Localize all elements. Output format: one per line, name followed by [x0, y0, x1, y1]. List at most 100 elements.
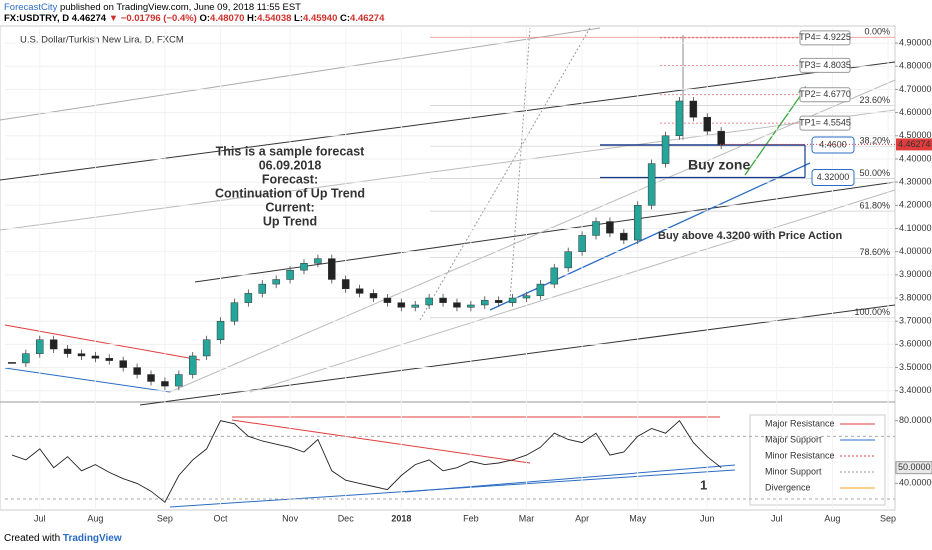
- symbol-line: FX:USDTRY, D 4.46274 ▼ −0.01796 (−0.4%) …: [4, 13, 384, 24]
- publisher[interactable]: ForecastCity: [4, 2, 58, 13]
- candle: [133, 367, 141, 375]
- x-tick-label: Oct: [214, 513, 229, 523]
- candle: [286, 269, 294, 280]
- ohlc-key: O:: [199, 13, 211, 24]
- candle: [689, 100, 698, 118]
- frame: [0, 25, 896, 511]
- last-value-label: 50.0000: [898, 462, 931, 472]
- target-label: TP2= 4.6770: [799, 89, 851, 99]
- candle: [230, 302, 239, 322]
- legend-label: Major Resistance: [765, 418, 835, 428]
- y-tick-label: 3.40000: [899, 385, 932, 395]
- ohlc-value: 4.46274: [350, 13, 385, 24]
- candle: [22, 353, 30, 364]
- candle: [341, 279, 350, 289]
- rsi-support: [404, 464, 736, 493]
- y-tick-label: 4.30000: [899, 177, 932, 187]
- x-tick-label: Apr: [575, 513, 589, 523]
- ohlc-value: 4.54038: [257, 13, 292, 24]
- candle: [467, 304, 475, 308]
- brand[interactable]: TradingView: [62, 533, 122, 544]
- candle: [633, 205, 642, 241]
- trend-line: [194, 181, 896, 283]
- y-tick-label: 4.40000: [899, 153, 932, 163]
- resistance-line: [4, 324, 201, 361]
- x-tick-label: 2018: [391, 513, 411, 523]
- y-tick-label: 4.80000: [899, 61, 932, 71]
- y-tick-label: 4.70000: [899, 84, 932, 94]
- fib-label: 61.80%: [859, 200, 890, 210]
- candle: [91, 355, 100, 359]
- x-tick-label: Feb: [463, 513, 479, 523]
- y-tick-label: 4.10000: [899, 223, 932, 233]
- candle: [397, 302, 406, 308]
- rsi-resistance: [231, 419, 531, 464]
- last: 4.46274: [71, 13, 107, 24]
- annotation: Forecast:: [262, 172, 318, 186]
- legend-box: [749, 414, 886, 506]
- ohlc: O:4.48070 H:4.54038 L:4.45940 C:4.46274: [199, 13, 384, 24]
- candle: [188, 355, 197, 375]
- support-line: [4, 367, 171, 393]
- target-label: TP1= 4.5545: [799, 118, 851, 128]
- y-tick-label: 4.00000: [899, 246, 932, 256]
- target-box: [799, 30, 851, 46]
- fib-label: 100.00%: [854, 307, 890, 317]
- published: published on TradingView.com, June 09, 2…: [59, 2, 301, 13]
- trend-line: [419, 27, 591, 321]
- x-tick-label: Nov: [282, 513, 299, 523]
- y-tick-label: 4.20000: [899, 200, 932, 210]
- wave-label: 1: [700, 477, 707, 492]
- candle: [147, 374, 155, 382]
- target-box: [799, 87, 851, 103]
- candle: [620, 232, 628, 241]
- candle: [522, 295, 531, 299]
- ohlc-value: 4.48070: [210, 13, 245, 24]
- y-tick-label: 4.90000: [899, 37, 932, 47]
- pane-title: U.S. Dollar/Turkish New Lira, D, FXCM: [20, 35, 184, 46]
- candle: [411, 304, 419, 308]
- candle: [508, 297, 517, 303]
- candle: [355, 288, 364, 294]
- fib-label: 78.60%: [859, 247, 890, 257]
- candle: [119, 360, 127, 368]
- candle: [328, 258, 336, 280]
- x-tick-label: Sep: [157, 513, 173, 523]
- header-line: ForecastCity published on TradingView.co…: [4, 2, 301, 13]
- fib-label: 0.00%: [864, 27, 890, 37]
- target-label: TP4= 4.9225: [799, 32, 851, 42]
- oscillator-line: [11, 420, 722, 503]
- candle: [592, 221, 600, 236]
- created: Created with: [4, 533, 61, 544]
- candle: [703, 116, 712, 132]
- candle: [578, 235, 586, 252]
- annotation: Continuation of Up Trend: [215, 186, 365, 200]
- last-value-box: [895, 461, 932, 475]
- y-tick-label: 80.00000: [899, 415, 932, 425]
- fib-label: 50.00%: [859, 168, 890, 178]
- annotation: Current:: [265, 200, 314, 214]
- candle: [647, 163, 656, 206]
- target-label: TP3= 4.8035: [799, 60, 851, 70]
- zone-price-box: [811, 136, 855, 154]
- zone-price-label: 4.4600: [819, 139, 847, 149]
- candle: [202, 339, 211, 357]
- fib-label: 23.60%: [859, 95, 890, 105]
- candle: [258, 283, 267, 294]
- candle: [383, 297, 392, 303]
- ohlc-key: C:: [340, 13, 351, 24]
- candle: [105, 358, 114, 361]
- candle: [550, 267, 559, 285]
- ohlc-key: H:: [247, 13, 258, 24]
- symbol: FX:USDTRY, D: [4, 13, 70, 24]
- candle: [272, 279, 280, 285]
- trend-line: [139, 304, 896, 406]
- candle: [216, 320, 225, 340]
- candle: [661, 135, 670, 164]
- candle: [369, 293, 378, 299]
- y-tick-label: 4.60000: [899, 107, 932, 117]
- candle: [536, 283, 545, 296]
- note: Buy above 4.3200 with Price Action: [658, 230, 842, 242]
- x-tick-label: May: [629, 513, 647, 523]
